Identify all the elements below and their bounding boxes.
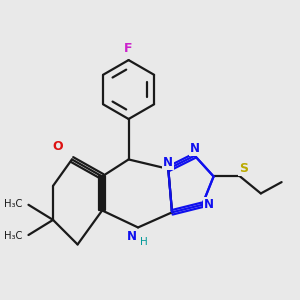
Text: N: N [128,230,137,243]
Text: O: O [52,140,63,153]
Text: F: F [124,42,133,55]
Text: H₃C: H₃C [4,231,23,241]
Text: N: N [190,142,200,155]
Text: S: S [239,162,248,175]
Text: H₃C: H₃C [4,199,23,209]
Text: H: H [140,237,148,247]
Text: N: N [204,198,214,211]
Text: N: N [163,156,173,169]
